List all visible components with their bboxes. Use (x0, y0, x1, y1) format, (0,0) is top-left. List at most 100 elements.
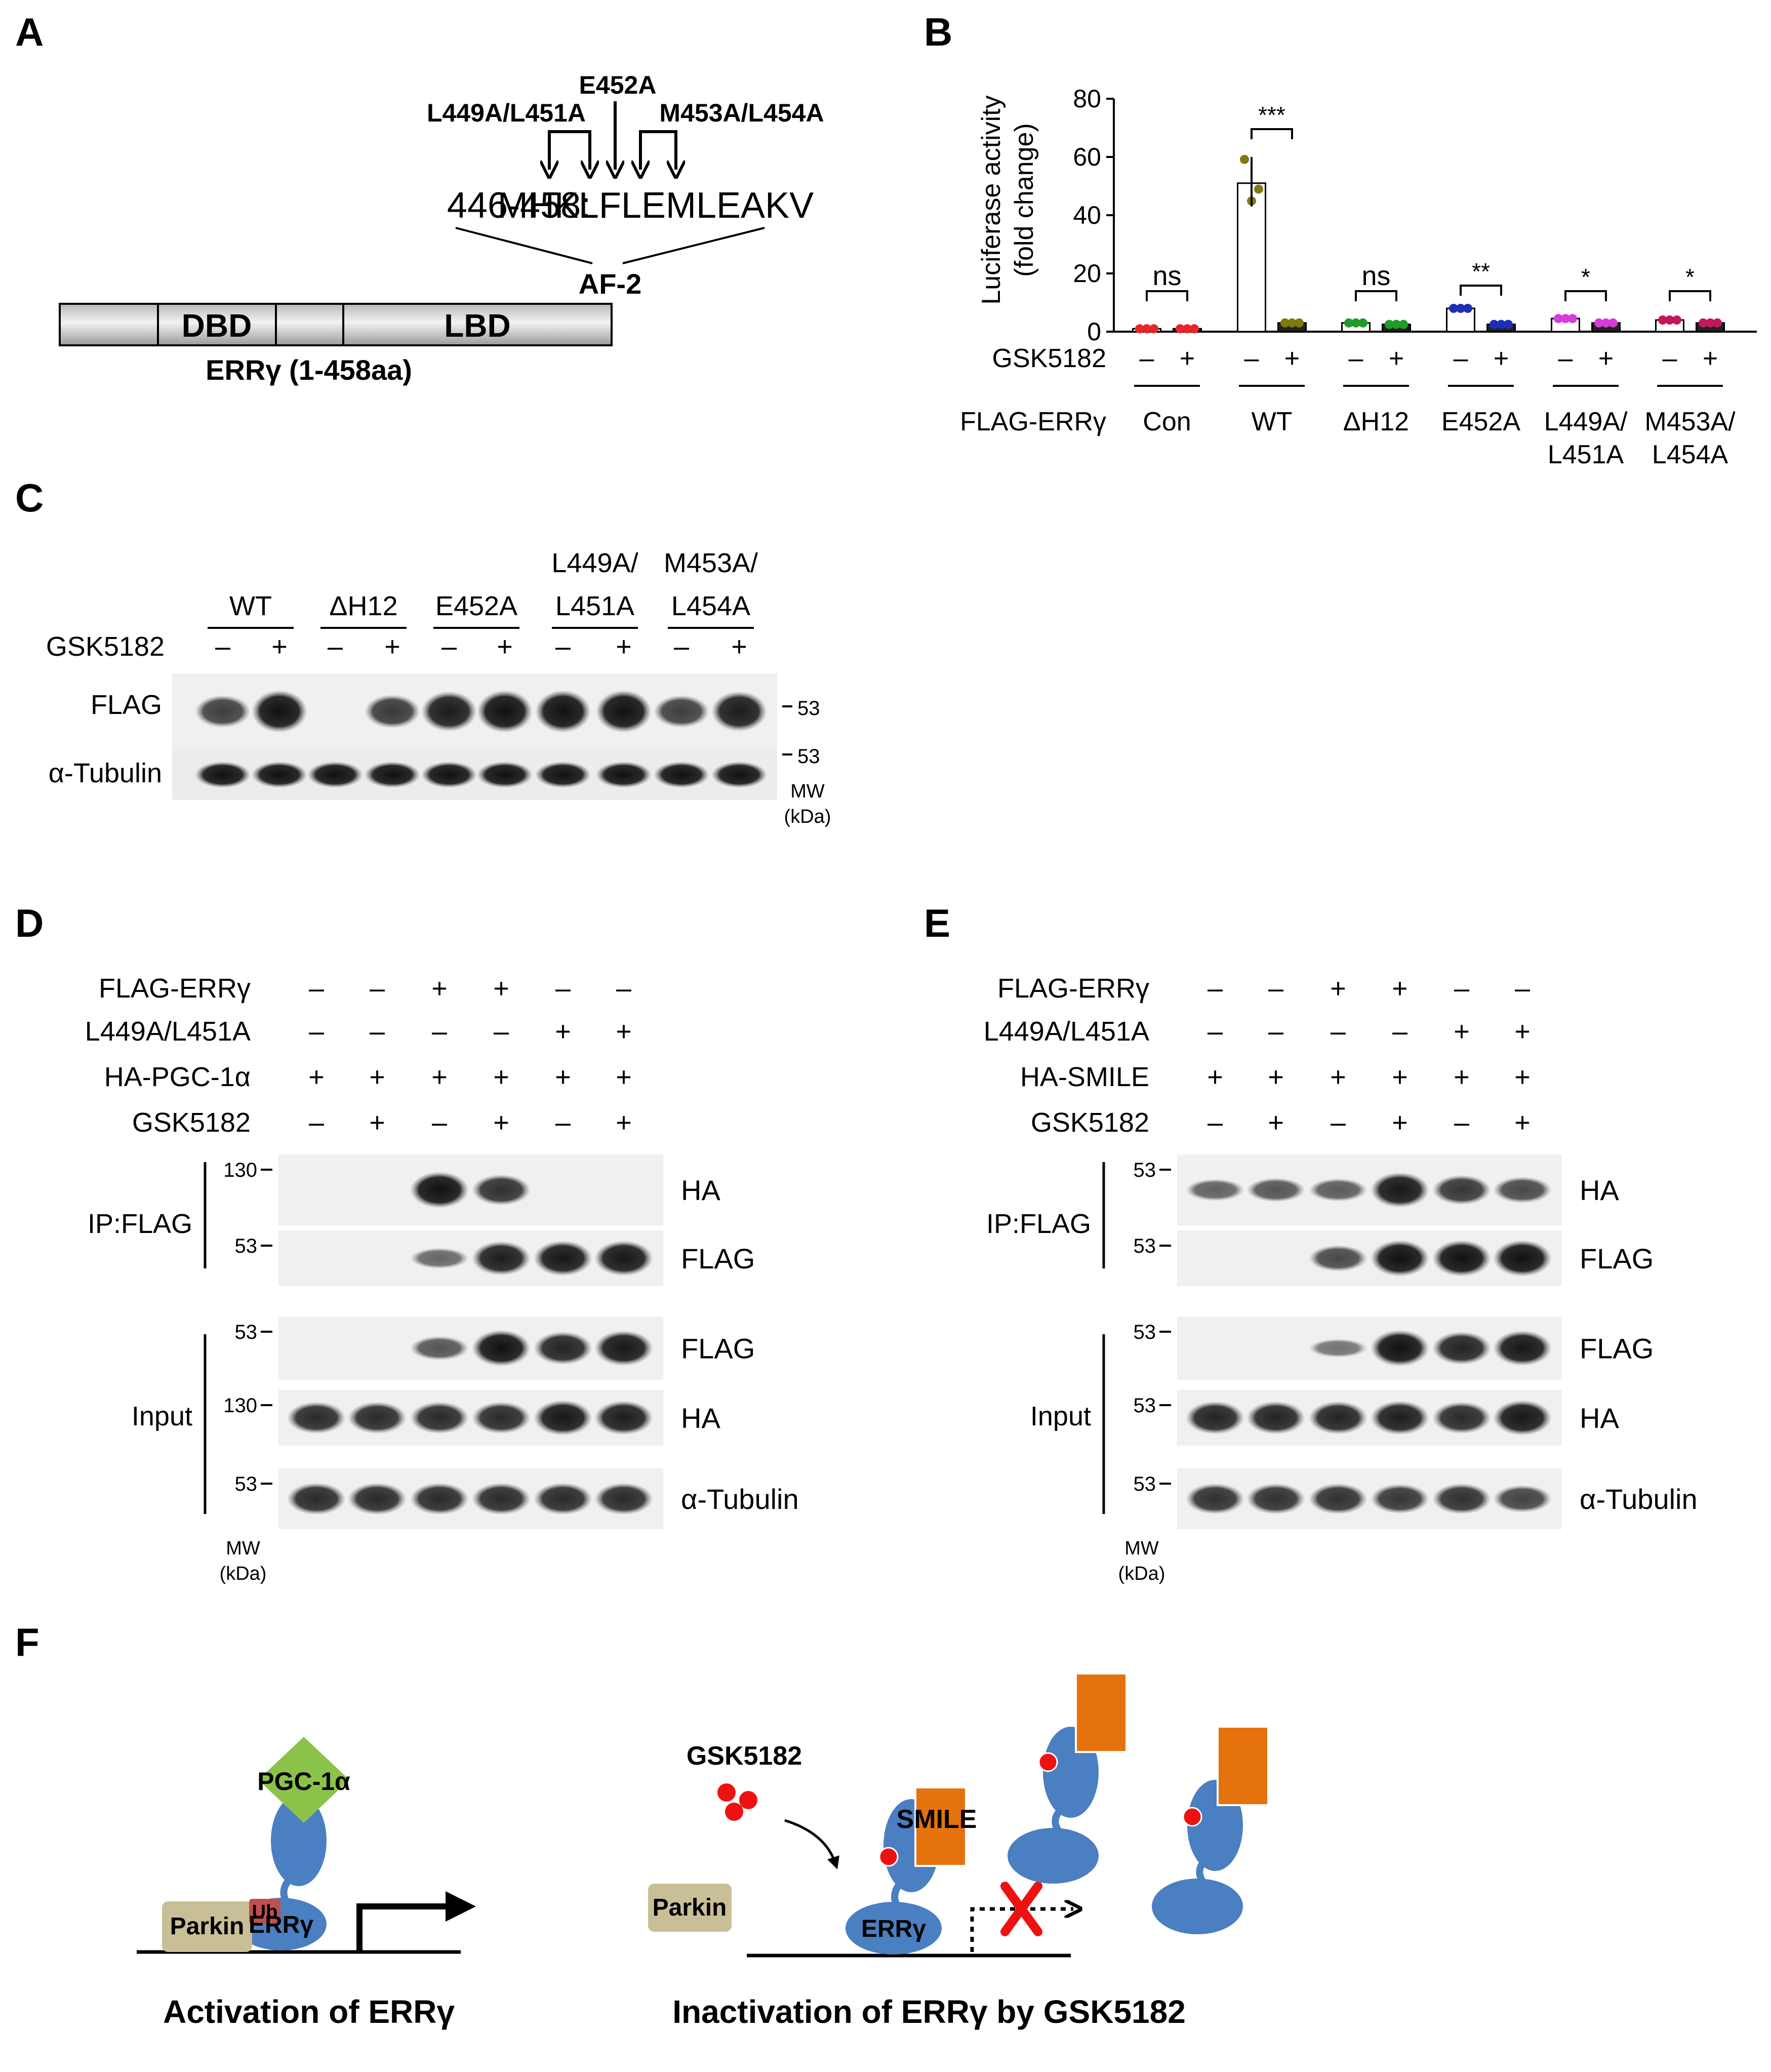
plus-sign: + (1268, 1062, 1284, 1092)
blot-band (1432, 1483, 1491, 1515)
minus-sign: – (328, 631, 343, 662)
blot-band (1186, 1179, 1244, 1201)
flag-errg-row-label: FLAG-ERRγ (960, 407, 1106, 436)
minus-sign: – (555, 1107, 571, 1138)
plus-sign: + (431, 973, 448, 1004)
blot-band (472, 1483, 531, 1515)
plus-sign: + (616, 1016, 632, 1047)
minus-sign: – (1268, 1016, 1283, 1047)
blot-band (1309, 1401, 1367, 1435)
af2-lines (455, 227, 765, 264)
blot-band (472, 1402, 531, 1434)
c-group-label: L449A/ (551, 548, 638, 578)
y-tick-label: 60 (1073, 143, 1101, 171)
plus-sign: + (493, 1062, 509, 1092)
minus-sign: – (370, 1016, 385, 1047)
c-group-labels: WT ΔH12 E452A L449A/L451A M453A/L454A (208, 548, 758, 629)
blot-band (1371, 1330, 1429, 1367)
gsk-dot (717, 1783, 736, 1802)
data-point (1344, 318, 1353, 328)
flag-band (252, 690, 307, 733)
input-label: Input (132, 1401, 192, 1431)
tubulin-band (711, 762, 767, 788)
plus-sign: + (497, 631, 513, 662)
blot-band (1371, 1401, 1429, 1435)
mw-marker: 53 (1134, 1394, 1156, 1417)
tubulin-band (421, 762, 477, 788)
errg-label: ERRγ (249, 1911, 313, 1938)
co-ip-row-label: FLAG-ERRγ (99, 973, 251, 1004)
minus-sign: – (1208, 973, 1223, 1004)
significance-label: * (1685, 264, 1695, 290)
data-point (1554, 314, 1563, 324)
minus-sign: – (1331, 1107, 1346, 1138)
blot-band (472, 1174, 531, 1206)
ub-shape (249, 1899, 280, 1924)
minus-sign: – (1140, 344, 1154, 373)
pgc1a-shape (258, 1737, 349, 1823)
tubulin-band (535, 762, 591, 788)
c-signs: – + – + – + – + – + (215, 631, 747, 662)
category-label: WT (1252, 407, 1293, 436)
category-label: Con (1143, 407, 1191, 436)
tubulin-band (307, 762, 363, 788)
data-point (1658, 315, 1667, 325)
data-point (1713, 318, 1722, 328)
minus-sign: – (1454, 344, 1468, 373)
c-group-label: M453A/ (664, 548, 758, 578)
ub-label: Ub (252, 1901, 278, 1923)
panel-e: FLAG-ERRγ – – + + – – L449A/L451A – – – – + + HA-SMILE… (984, 973, 1698, 1584)
panel-label-d: D (15, 901, 44, 945)
panel-label-c: C (15, 475, 44, 520)
blot-label: α-Tubulin (1580, 1483, 1698, 1515)
blot-band (1371, 1484, 1429, 1514)
ip-label: IP:FLAG (88, 1209, 192, 1239)
blot-band (410, 1336, 469, 1361)
blot-band (1432, 1175, 1491, 1205)
blocked-arrow (970, 1909, 1073, 1952)
c-gsk-label: GSK5182 (46, 631, 165, 662)
significance-bracket (1669, 290, 1711, 301)
plus-sign: + (1330, 1062, 1346, 1092)
blot-label: FLAG (1580, 1243, 1654, 1274)
data-point (1706, 318, 1715, 328)
kda-label: (kDa) (1118, 1563, 1165, 1584)
c-group-label: L454A (671, 591, 750, 621)
panel-c: WT ΔH12 E452A L449A/L451A M453A/L454A GSK518… (46, 548, 831, 827)
significance-bracket (1146, 290, 1188, 301)
bar-marks (1132, 154, 1725, 334)
c-group-label: E452A (435, 591, 517, 621)
y-tick-label: 20 (1073, 259, 1101, 288)
data-point (1456, 304, 1465, 313)
blot-label: FLAG (1580, 1333, 1654, 1365)
parkin-label-2: Parkin (653, 1894, 727, 1921)
significance-label: ns (1152, 261, 1181, 291)
c-mw-label: MW (790, 781, 825, 802)
category-label: L451A (1548, 440, 1624, 469)
y-tick-label: 80 (1073, 85, 1101, 113)
data-point (1135, 324, 1144, 334)
minus-sign: – (555, 973, 571, 1004)
minus-sign: – (432, 1016, 447, 1047)
blot-band (594, 1330, 653, 1366)
significance-bracket (1355, 290, 1397, 301)
blot-band (534, 1241, 592, 1276)
flag-band (477, 690, 533, 733)
co-ip-row-label: L449A/L451A (984, 1016, 1149, 1047)
significance-bracket (1251, 128, 1293, 139)
c-group-label: ΔH12 (329, 591, 397, 621)
mw-marker: 53 (1134, 1235, 1156, 1257)
bar (1237, 182, 1266, 333)
mutation-e452a: E452A (579, 71, 657, 99)
blot-band (534, 1483, 592, 1515)
data-point (1183, 324, 1192, 334)
panel-f: PGC-1α Parkin Ub ERRγ Activation of ERRγ… (137, 1672, 1269, 2030)
significance-label: ns (1361, 261, 1390, 291)
data-point (1399, 320, 1408, 329)
data-point (1287, 318, 1297, 328)
lbd-label: LBD (444, 307, 511, 344)
significance-bracket (1460, 285, 1502, 296)
data-point (1190, 324, 1199, 334)
minus-sign: – (1208, 1016, 1223, 1047)
category-label: E452A (1441, 407, 1520, 436)
